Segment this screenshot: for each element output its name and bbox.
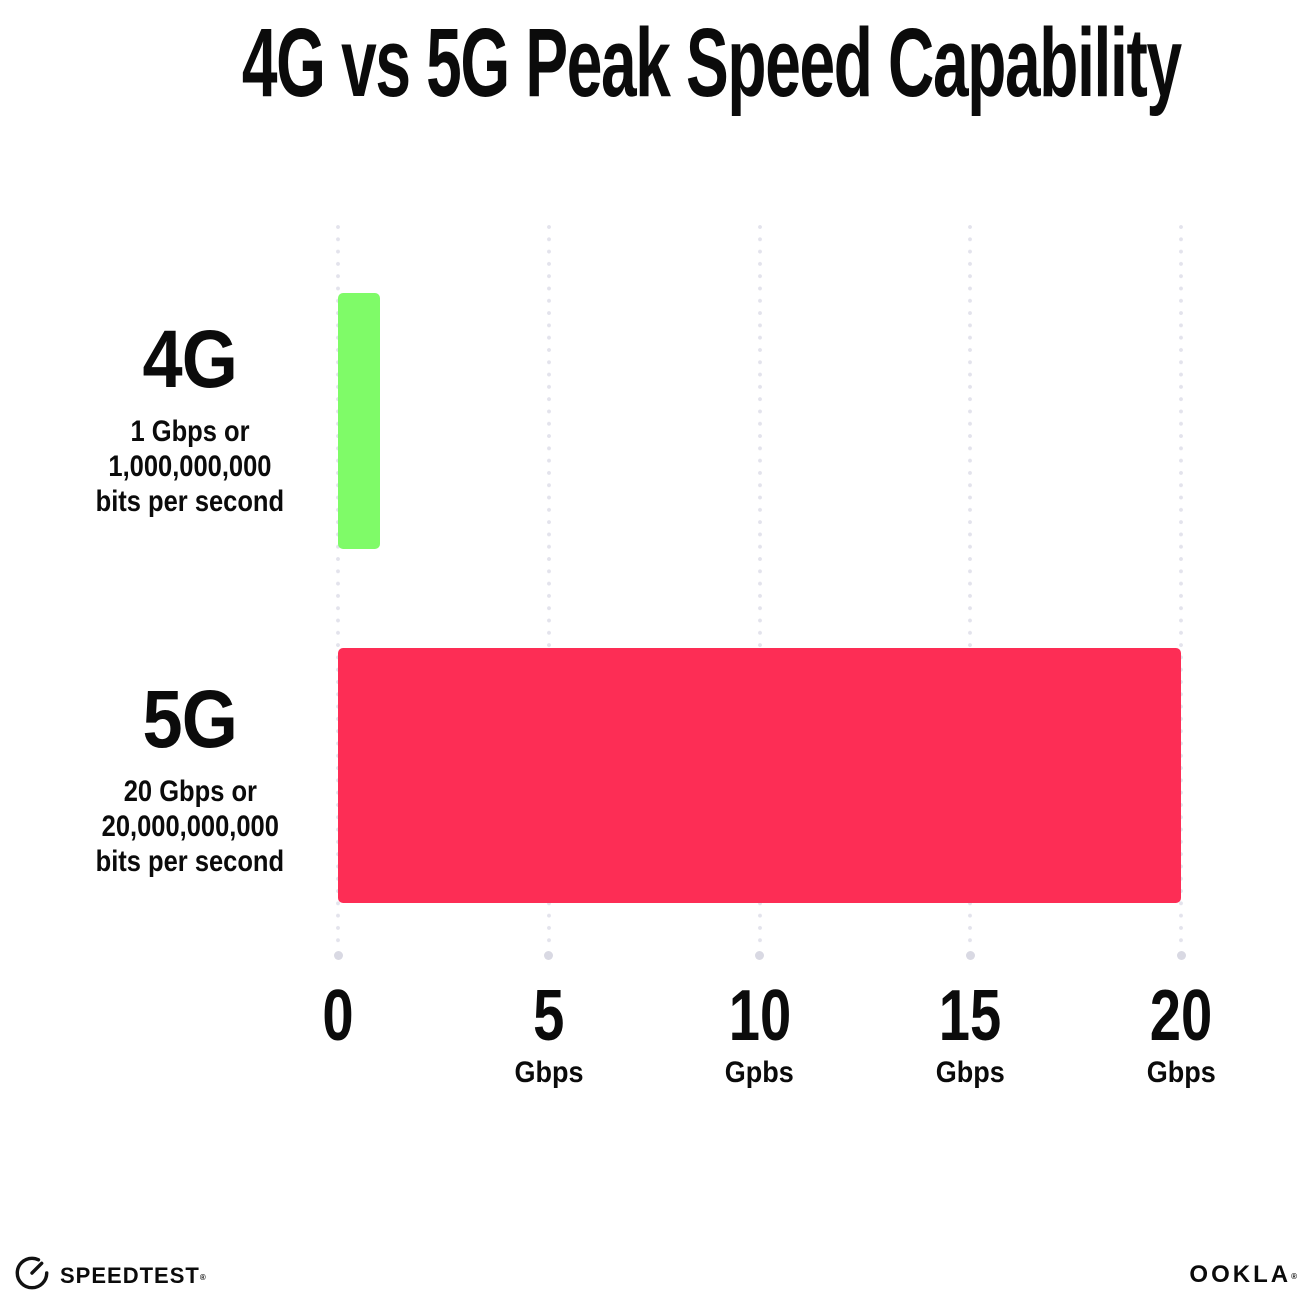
sublabel-line: 20 Gbps or	[123, 775, 257, 808]
x-axis: 0 5 Gbps 10 Gpbs 15 Gbps 20 Gbps	[322, 980, 1215, 1105]
x-tick-number: 10	[728, 976, 791, 1056]
x-tick-unit: Gpbs	[724, 1056, 794, 1089]
x-tick-unit: Gbps	[935, 1056, 1005, 1089]
plot-area	[333, 225, 1186, 960]
x-tick-5: 5 Gbps	[510, 980, 587, 1090]
sublabel-line: 1 Gbps or	[130, 415, 250, 448]
gridline-0	[333, 225, 343, 960]
gridline-5	[544, 225, 554, 960]
x-tick-unit: Gbps	[514, 1056, 584, 1089]
x-tick-number: 5	[533, 976, 565, 1056]
sublabel-line: bits per second	[95, 845, 285, 878]
gridline-10	[755, 225, 764, 960]
trademark-symbol: ®	[199, 1272, 207, 1282]
x-tick-20: 20 Gbps	[1141, 980, 1221, 1090]
trademark-symbol: ®	[1291, 1272, 1300, 1281]
sublabel-line: bits per second	[95, 485, 285, 518]
x-tick-0: 0	[318, 980, 358, 1090]
category-sublabel-4g: 1 Gbps or 1,000,000,000 bits per second	[40, 414, 340, 519]
speedtest-wordmark: SPEEDTEST®	[60, 1262, 207, 1288]
x-tick-15: 15 Gbps	[930, 980, 1010, 1090]
ookla-wordmark: OOKLA	[1189, 1261, 1292, 1288]
chart-title: 4G vs 5G Peak Speed Capability	[0, 12, 1308, 114]
speedometer-icon	[13, 1254, 51, 1297]
category-label-5g: 5G 20 Gbps or 20,000,000,000 bits per se…	[40, 678, 340, 879]
chart-title-text: 4G vs 5G Peak Speed Capability	[241, 8, 1182, 117]
x-tick-number: 15	[939, 976, 1002, 1056]
x-tick-unit: Gbps	[1146, 1056, 1216, 1089]
x-tick-10: 10 Gpbs	[719, 980, 799, 1090]
bar-5g	[338, 648, 1181, 903]
sublabel-line: 1,000,000,000	[108, 450, 272, 483]
x-tick-number: 20	[1149, 976, 1213, 1056]
category-name-5g: 5G	[142, 674, 238, 765]
speedtest-logo: SPEEDTEST®	[13, 1254, 207, 1297]
category-label-4g: 4G 1 Gbps or 1,000,000,000 bits per seco…	[40, 318, 340, 519]
x-tick-number: 0	[322, 976, 354, 1056]
x-tick-unit	[318, 1056, 358, 1090]
ookla-logo: OOKLA®	[1189, 1261, 1300, 1289]
category-sublabel-5g: 20 Gbps or 20,000,000,000 bits per secon…	[40, 774, 340, 879]
bar-4g	[338, 293, 381, 549]
gridline-20	[1176, 225, 1186, 960]
sublabel-line: 20,000,000,000	[101, 810, 279, 843]
gridline-15	[965, 225, 975, 960]
category-name-4g: 4G	[142, 314, 238, 405]
